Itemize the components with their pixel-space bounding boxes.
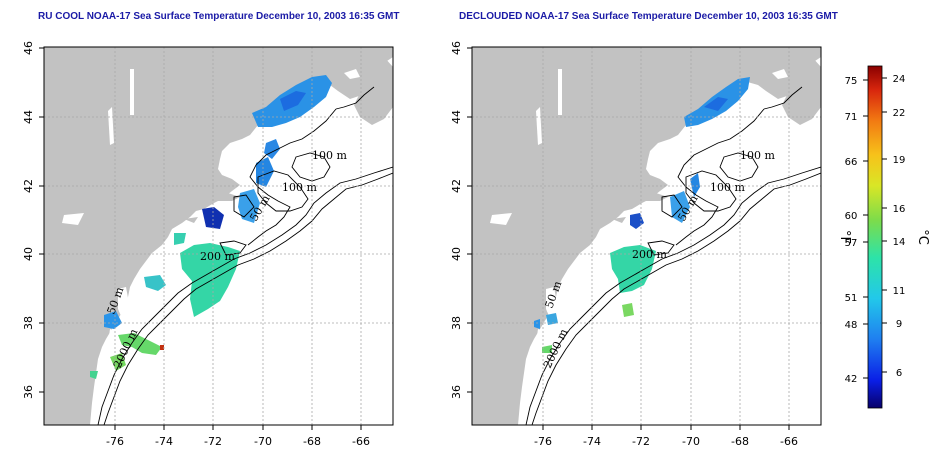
lon-label: -70 — [682, 435, 700, 448]
fahrenheit-unit-label: °F — [837, 230, 852, 244]
lon-label: -72 — [632, 435, 650, 448]
lon-label: -72 — [204, 435, 222, 448]
contour-label-200m: 200 m — [632, 248, 667, 261]
fahrenheit-tick: 71 — [845, 112, 858, 123]
lat-label: 40 — [450, 247, 463, 261]
celsius-tick: 11 — [893, 286, 906, 297]
lat-label: 36 — [22, 385, 35, 399]
colorbar: 75 71 66 60 57 51 48 42 24 22 19 16 14 1… — [837, 65, 930, 409]
sst-patches — [90, 75, 332, 379]
lat-label: 44 — [22, 110, 35, 124]
lon-label: -66 — [352, 435, 370, 448]
celsius-tick: 22 — [893, 108, 906, 119]
lat-label: 36 — [450, 385, 463, 399]
lon-label: -74 — [155, 435, 173, 448]
celsius-tick: 14 — [893, 237, 906, 248]
map-frame — [43, 46, 394, 426]
contour-label-100m-b: 100 m — [710, 181, 745, 194]
map-frame — [471, 46, 822, 426]
lat-label: 38 — [450, 316, 463, 330]
fahrenheit-tick: 57 — [845, 238, 858, 249]
lon-label: -76 — [106, 435, 124, 448]
contour-label-200m: 200 m — [200, 250, 235, 263]
right-panel-title: DECLOUDED NOAA-17 Sea Surface Temperatur… — [459, 11, 838, 22]
contour-label-100m-b: 100 m — [282, 181, 317, 194]
latitude-labels: 46 44 42 40 38 36 — [450, 41, 463, 399]
lon-label: -68 — [731, 435, 749, 448]
colorbar-scale — [867, 65, 883, 409]
sst-patches — [534, 77, 750, 353]
fahrenheit-tick: 51 — [845, 293, 858, 304]
lon-label: -74 — [583, 435, 601, 448]
lat-label: 40 — [22, 247, 35, 261]
celsius-tick: 6 — [896, 368, 902, 379]
lon-label: -68 — [303, 435, 321, 448]
celsius-tick: 24 — [893, 74, 906, 85]
longitude-labels: -76 -74 -72 -70 -68 -66 — [106, 435, 370, 448]
fahrenheit-tick: 48 — [845, 320, 858, 331]
celsius-unit-label: °C — [915, 229, 930, 245]
lon-label: -70 — [254, 435, 272, 448]
axis-ticks — [39, 47, 362, 430]
lat-label: 46 — [22, 41, 35, 55]
left-panel-title: RU COOL NOAA-17 Sea Surface Temperature … — [38, 11, 400, 22]
fahrenheit-tick: 42 — [845, 374, 858, 385]
axis-ticks — [467, 47, 790, 430]
colorbar-ticks — [863, 77, 887, 379]
celsius-tick: 19 — [893, 155, 906, 166]
left-map[interactable]: 100 m 100 m 50 m 200 m 50 m 2000 m -76 -… — [22, 41, 394, 448]
lat-label: 42 — [450, 179, 463, 193]
celsius-tick: 16 — [893, 204, 906, 215]
lon-label: -76 — [534, 435, 552, 448]
contour-label-100m: 100 m — [740, 149, 775, 162]
lon-label: -66 — [780, 435, 798, 448]
fahrenheit-tick: 60 — [845, 211, 858, 222]
celsius-tick: 9 — [896, 319, 902, 330]
contour-label-100m: 100 m — [312, 149, 347, 162]
fahrenheit-tick: 75 — [845, 76, 858, 87]
lat-label: 46 — [450, 41, 463, 55]
latitude-labels: 46 44 42 40 38 36 — [22, 41, 35, 399]
fahrenheit-tick: 66 — [845, 157, 858, 168]
lat-label: 38 — [22, 316, 35, 330]
lat-label: 44 — [450, 110, 463, 124]
right-map[interactable]: 100 m 100 m 50 m 200 m 50 m 2000 m -76 -… — [450, 41, 822, 448]
lat-label: 42 — [22, 179, 35, 193]
longitude-labels: -76 -74 -72 -70 -68 -66 — [534, 435, 798, 448]
